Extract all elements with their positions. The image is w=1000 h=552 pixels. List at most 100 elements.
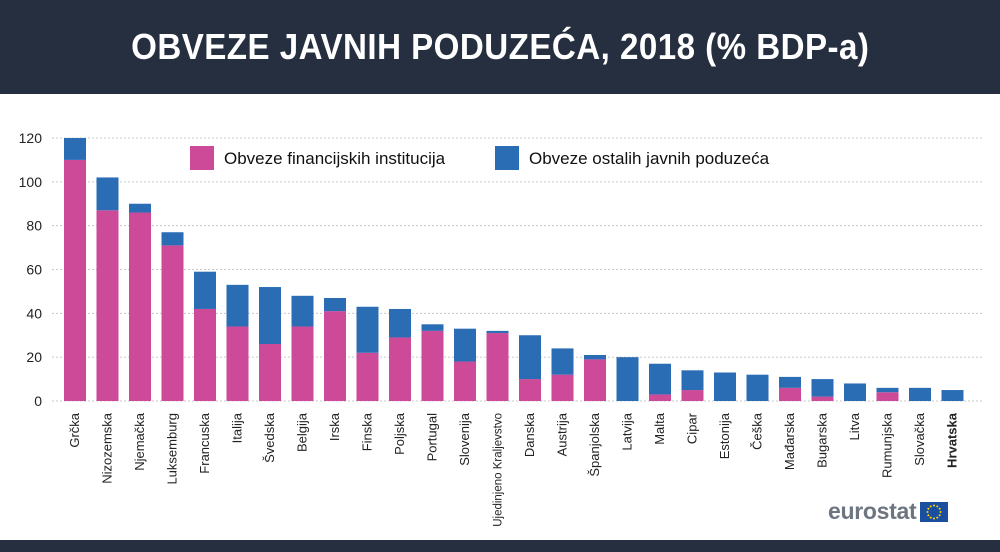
bar-segment-financial (291, 326, 314, 401)
bar-segment-financial (194, 308, 216, 401)
flag-star (930, 504, 933, 507)
bar-segment-financial (421, 330, 444, 401)
bar-segment-other (194, 271, 216, 309)
bar-segment-other (681, 370, 704, 391)
x-tick-label: Danska (522, 412, 537, 457)
legend-label-financial: Obveze financijskih institucija (224, 149, 446, 168)
bar-segment-other (454, 328, 476, 362)
bar-segment-financial (649, 394, 671, 401)
eurostat-logo: eurostat (828, 498, 949, 525)
bar-segment-financial (519, 379, 541, 401)
bar-segment-other (226, 284, 249, 327)
x-tick-label: Cipar (685, 412, 700, 444)
bar-segment-other (291, 295, 314, 327)
bar-segment-other (64, 138, 86, 160)
bar-segment-other (389, 308, 411, 338)
flag-star (939, 510, 942, 513)
x-tick-label: Slovenija (457, 412, 472, 466)
y-tick-label: 20 (26, 349, 42, 365)
bar-segment-other (844, 383, 866, 401)
x-tick-label: Rumunjska (880, 412, 895, 478)
y-tick-label: 120 (19, 130, 43, 146)
x-tick-label: Austrija (555, 412, 570, 456)
bar-segment-other (551, 348, 574, 375)
bar-segment-financial (96, 210, 119, 401)
x-tick-label: Bugarska (815, 412, 830, 468)
bar-segment-other (616, 357, 639, 401)
bar-segment-other (584, 354, 606, 360)
bar-segment-financial (389, 337, 411, 401)
bar-segment-other (909, 387, 931, 401)
bar-segment-financial (454, 361, 476, 401)
bar-segment-other (876, 387, 899, 393)
x-tick-label: Irska (327, 412, 342, 441)
y-tick-label: 40 (26, 305, 42, 321)
x-tick-label: Belgija (295, 412, 310, 452)
x-tick-label: Francuska (197, 412, 212, 473)
bar-segment-other (649, 363, 671, 395)
bar-segment-financial (811, 396, 834, 401)
x-tick-label: Češka (750, 412, 765, 450)
bar-segment-other (941, 390, 964, 401)
x-tick-label: Italija (230, 412, 245, 443)
bar-segment-financial (324, 311, 346, 401)
x-tick-label: Malta (652, 412, 667, 445)
bar-segment-financial (129, 212, 151, 401)
flag-star (930, 516, 933, 519)
bar-segment-financial (161, 245, 184, 401)
bar-segment-other (519, 335, 541, 380)
x-tick-label: Finska (360, 412, 375, 451)
x-tick-label: Mađarska (782, 412, 797, 470)
eurostat-logo-text: eurostat (828, 498, 917, 524)
bar-segment-financial (876, 392, 899, 401)
x-tick-label: Španjolska (587, 412, 602, 476)
y-tick-label: 0 (34, 393, 42, 409)
chart-title: OBVEZE JAVNIH PODUZEĆA, 2018 (% BDP-a) (130, 26, 870, 67)
eu-flag-icon (920, 501, 949, 522)
bar-segment-other (259, 287, 281, 345)
bar-segment-other (714, 372, 736, 401)
bar-segment-financial (551, 374, 574, 401)
bar-segment-financial (226, 326, 249, 401)
bar-segment-other (96, 177, 119, 211)
y-tick-label: 60 (26, 262, 42, 278)
flag-star (936, 504, 939, 507)
x-tick-label: Poljska (392, 412, 407, 455)
flag-star (927, 507, 930, 510)
x-tick-label: Portugal (425, 413, 440, 462)
bar-segment-financial (779, 387, 801, 401)
x-tick-label: Njemačka (132, 412, 147, 471)
flag-star (933, 517, 936, 519)
legend-swatch-other (495, 146, 519, 170)
bar-segment-other (486, 330, 509, 334)
title-banner: OBVEZE JAVNIH PODUZEĆA, 2018 (% BDP-a) (0, 0, 1000, 94)
stacked-bar-chart: 0 20 40 60 80 100 120 Grčka Nizozemska Njemačka Lu… (19, 130, 982, 527)
bar-segment-other (779, 376, 801, 388)
bar-segment-other (421, 324, 444, 331)
flag-star (926, 510, 929, 513)
bar-segment-financial (356, 352, 379, 401)
flag-star (936, 516, 939, 519)
legend-swatch-financial (190, 146, 214, 170)
x-tick-label: Hrvatska (945, 412, 960, 468)
x-tick-label: Litva (847, 412, 862, 440)
bar-segment-financial (486, 333, 509, 401)
bar-segment-other (129, 203, 151, 213)
x-tick-label: Luksemburg (165, 413, 180, 485)
y-tick-label: 80 (26, 218, 42, 234)
x-tick-label: Estonija (717, 412, 732, 459)
x-tick-label: Slovačka (912, 412, 927, 466)
legend-label-other: Obveze ostalih javnih poduzeća (529, 149, 770, 168)
bar-segment-other (161, 232, 184, 246)
x-tick-label: Latvija (620, 412, 635, 450)
flag-star (938, 507, 941, 510)
footer-bar (0, 540, 1000, 552)
bar-segment-financial (259, 344, 281, 401)
bar-segment-financial (64, 159, 86, 401)
flag-star (938, 513, 941, 516)
x-tick-label: Nizozemska (100, 412, 115, 484)
bar-segment-other (356, 306, 379, 353)
bar-segment-other (811, 379, 834, 397)
bar-segment-financial (681, 390, 704, 401)
flag-star (927, 513, 930, 516)
